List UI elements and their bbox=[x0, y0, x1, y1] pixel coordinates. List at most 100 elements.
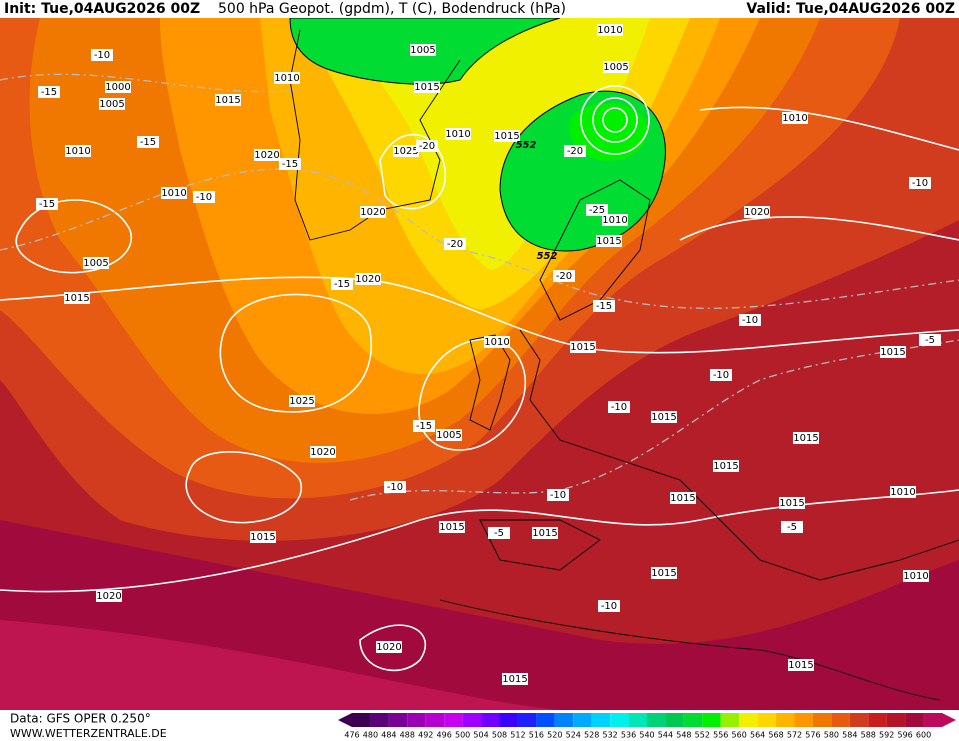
isobar-label: 1015 bbox=[779, 498, 804, 509]
isobar-label-box bbox=[502, 673, 528, 685]
colorbar-swatch bbox=[720, 713, 740, 727]
isobar-label-box bbox=[410, 44, 436, 56]
isotherm bbox=[0, 73, 301, 93]
isobar-label: 1010 bbox=[903, 571, 928, 582]
isobar-label: 1010 bbox=[274, 73, 299, 84]
low-core bbox=[569, 103, 648, 161]
temperature-label-box bbox=[384, 481, 406, 493]
isobar-label-box bbox=[880, 346, 906, 358]
colorbar-label: 588 bbox=[861, 731, 876, 740]
isobar-label-box bbox=[64, 292, 90, 304]
colorbar-arrow bbox=[942, 713, 956, 727]
temperature-label: -10 bbox=[742, 315, 758, 326]
isobar-label: 1020 bbox=[360, 207, 385, 218]
temperature-label-box bbox=[137, 136, 159, 148]
colorbar-label: 528 bbox=[584, 731, 599, 740]
temperature-label: -20 bbox=[419, 141, 435, 152]
isobar-label: 1015 bbox=[494, 131, 519, 142]
isobar-label: 1010 bbox=[65, 146, 90, 157]
data-source: Data: GFS OPER 0.250° bbox=[10, 712, 151, 726]
temperature-label-box bbox=[331, 278, 353, 290]
temperature-label-box bbox=[547, 489, 569, 501]
temperature-label: -10 bbox=[611, 402, 627, 413]
isobar-label: 1020 bbox=[744, 207, 769, 218]
colorbar-label: 480 bbox=[363, 731, 378, 740]
isobar-label-box bbox=[651, 567, 677, 579]
colorbar-label: 576 bbox=[805, 731, 820, 740]
colorbar-swatch bbox=[499, 713, 518, 727]
isobar-label: 1010 bbox=[597, 25, 622, 36]
isobar-label: 1020 bbox=[96, 591, 121, 602]
isobar-label: 1015 bbox=[651, 412, 676, 423]
website: WWW.WETTERZENTRALE.DE bbox=[10, 727, 167, 740]
colorbar-label: 492 bbox=[418, 731, 433, 740]
isobar-label: 1015 bbox=[532, 528, 557, 539]
colorbar-label: 560 bbox=[732, 731, 747, 740]
temperature-label: -15 bbox=[282, 159, 298, 170]
isobar-label: 1010 bbox=[782, 113, 807, 124]
colorbar-label: 516 bbox=[529, 731, 544, 740]
colorbar-label: 504 bbox=[473, 731, 488, 740]
temperature-label-box bbox=[598, 600, 620, 612]
isobar-label: 1010 bbox=[602, 215, 627, 226]
isobar-label-box bbox=[570, 341, 596, 353]
colorbar-label: 536 bbox=[621, 731, 636, 740]
colorbar-swatch bbox=[776, 713, 795, 727]
colorbar-label: 512 bbox=[510, 731, 525, 740]
isobar-label-box bbox=[289, 395, 315, 407]
colorbar-label: 592 bbox=[879, 731, 894, 740]
isobar-label-box bbox=[779, 497, 805, 509]
temperature-label: -5 bbox=[494, 528, 504, 539]
isobar-label-box bbox=[393, 145, 419, 157]
colorbar-swatch bbox=[812, 713, 832, 727]
colorbar-label: 524 bbox=[566, 731, 581, 740]
isobar-label-box bbox=[532, 527, 558, 539]
isobar bbox=[379, 133, 446, 210]
valid-time: Valid: Tue,04AUG2026 00Z bbox=[746, 1, 955, 17]
isobar-label-box bbox=[360, 206, 386, 218]
isobar-label-box bbox=[439, 521, 465, 533]
temperature-label: -15 bbox=[596, 301, 612, 312]
isobar-label-box bbox=[597, 24, 623, 36]
geopotential-label: 552 bbox=[516, 140, 537, 151]
isobar-label-box bbox=[596, 235, 622, 247]
isobar-label-box bbox=[250, 531, 276, 543]
temperature-label-box bbox=[488, 527, 510, 539]
colorbar-swatch bbox=[407, 713, 426, 727]
colorbar-label: 548 bbox=[676, 731, 691, 740]
temperature-label: -5 bbox=[787, 522, 797, 533]
colorbar-arrow bbox=[338, 713, 352, 727]
isobar-label-box bbox=[274, 72, 300, 84]
colorbar-label: 484 bbox=[381, 731, 396, 740]
isobar-label-box bbox=[744, 206, 770, 218]
isobar-label-box bbox=[161, 187, 187, 199]
field-band bbox=[0, 620, 560, 710]
isobar-label-box bbox=[651, 411, 677, 423]
colorbar-swatch bbox=[481, 713, 500, 727]
colorbar-swatch bbox=[425, 713, 445, 727]
map-title: 500 hPa Geopot. (gpdm), T (C), Bodendruc… bbox=[218, 1, 566, 17]
isobar bbox=[580, 85, 650, 155]
isobar-label-box bbox=[414, 81, 440, 93]
isobar-label: 1015 bbox=[596, 236, 621, 247]
colorbar-swatch bbox=[849, 713, 869, 727]
isobar bbox=[219, 293, 373, 413]
init-time: Init: Tue,04AUG2026 00Z bbox=[4, 1, 200, 17]
temperature-label: -15 bbox=[41, 87, 57, 98]
temperature-label-box bbox=[564, 145, 586, 157]
isobar bbox=[602, 107, 628, 133]
colorbar-swatch bbox=[683, 713, 703, 727]
temperature-label-box bbox=[608, 401, 630, 413]
temperature-label-box bbox=[38, 86, 60, 98]
colorbar-label: 500 bbox=[455, 731, 470, 740]
temperature-label: -10 bbox=[196, 192, 212, 203]
temperature-label-box bbox=[444, 238, 466, 250]
colorbar-label: 496 bbox=[437, 731, 452, 740]
colorbar-swatch bbox=[610, 713, 629, 727]
isobar-label-box bbox=[670, 492, 696, 504]
temperature-label-box bbox=[279, 158, 301, 170]
colorbar-label: 580 bbox=[824, 731, 839, 740]
colorbar-swatch bbox=[352, 713, 371, 727]
isobar-label: 1020 bbox=[355, 274, 380, 285]
colorbar-swatch bbox=[905, 713, 924, 727]
